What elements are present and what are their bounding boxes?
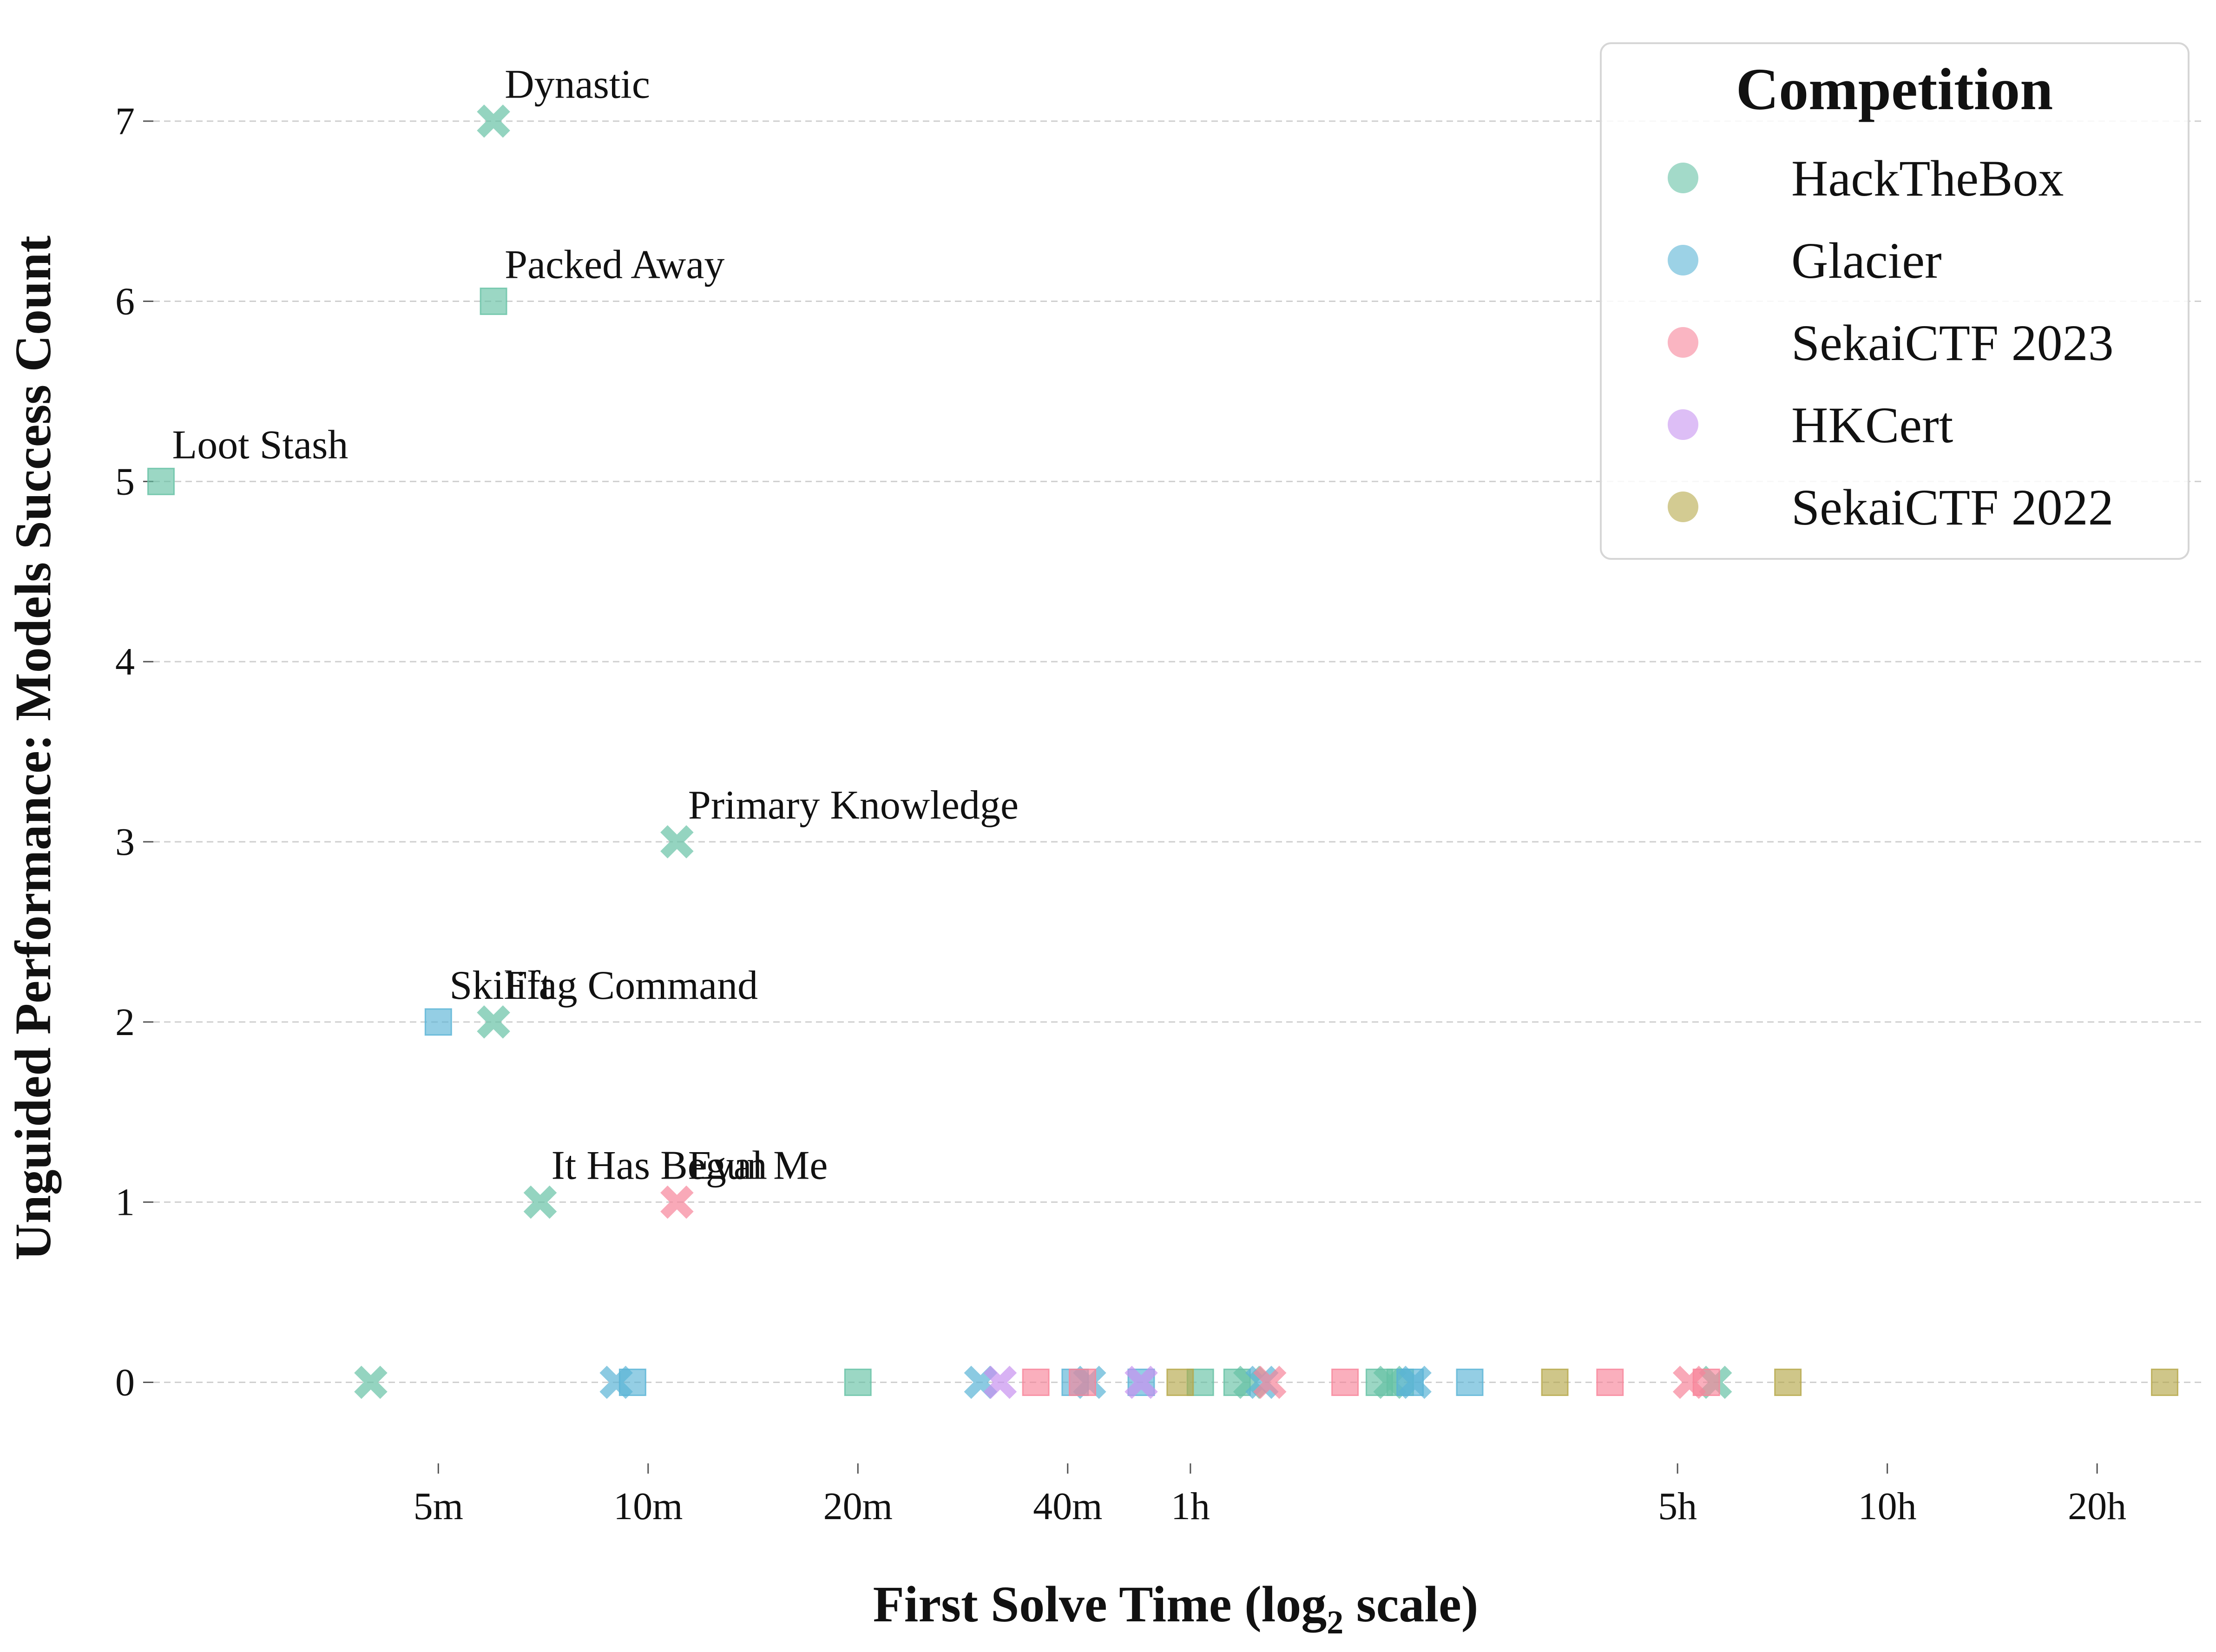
- legend-marker: [1668, 492, 1698, 522]
- data-point-square: [1166, 1368, 1194, 1396]
- data-point-square: [480, 288, 507, 315]
- x-tick-label: 20m: [823, 1485, 893, 1528]
- x-tick-label: 5h: [1658, 1485, 1697, 1528]
- data-point-square: [2150, 1368, 2178, 1396]
- data-point-x: [1124, 1365, 1158, 1399]
- data-point-x: [1253, 1365, 1287, 1399]
- data-point-x: [1245, 1365, 1279, 1399]
- data-point-label: Loot Stash: [172, 422, 348, 467]
- y-tick-label: 6: [115, 280, 135, 323]
- y-tick-label: 7: [115, 100, 135, 143]
- legend-label: SekaiCTF 2023: [1791, 315, 2114, 371]
- data-point-square: [1692, 1368, 1720, 1396]
- x-axis-title: First Solve Time (log2 scale): [873, 1576, 1479, 1641]
- legend-entries: HackTheBox Glacier SekaiCTF 2023 HKCert Seka…: [1668, 150, 2114, 536]
- y-tick-label: 1: [115, 1181, 135, 1224]
- data-point-x: [660, 1185, 694, 1219]
- data-point-square: [618, 1368, 646, 1396]
- legend-label: HKCert: [1791, 397, 1953, 453]
- data-point-square: [1022, 1368, 1050, 1396]
- data-point-square: [1774, 1368, 1802, 1396]
- y-axis-title: Unguided Performance: Models Success Cou…: [5, 236, 61, 1260]
- legend-marker: [1668, 327, 1698, 358]
- data-point-square: [1541, 1368, 1569, 1396]
- data-point-x: [477, 1005, 510, 1039]
- data-point-x: [523, 1185, 557, 1219]
- x-axis-ticks: 5m 10m 20m 40m 1h 5h 10h 20h: [414, 1463, 2126, 1528]
- data-point-x: [983, 1365, 1017, 1399]
- legend-label: SekaiCTF 2022: [1791, 479, 2114, 536]
- y-tick-label: 0: [115, 1361, 135, 1404]
- legend-label: HackTheBox: [1791, 150, 2064, 207]
- y-tick-label: 2: [115, 1001, 135, 1044]
- legend-frame: [1600, 42, 2190, 560]
- x-tick-label: 5m: [414, 1485, 463, 1528]
- data-point-label: Flag Command: [505, 963, 758, 1008]
- x-tick-label: 10m: [613, 1485, 683, 1528]
- y-tick-label: 5: [115, 460, 135, 503]
- data-point-label: Packed Away: [505, 243, 724, 288]
- data-point-x: [477, 104, 510, 138]
- data-point-x: [660, 825, 694, 859]
- data-point-square: [424, 1008, 452, 1036]
- y-tick-label: 4: [115, 640, 135, 683]
- data-point-square: [147, 467, 175, 495]
- legend-marker: [1668, 163, 1698, 193]
- legend-marker: [1668, 245, 1698, 275]
- x-tick-label: 20h: [2068, 1485, 2126, 1528]
- y-tick-label: 3: [115, 820, 135, 864]
- y-axis-ticks: 0 1 2 3 4 5 6 7: [115, 100, 153, 1404]
- data-point-x: [354, 1365, 388, 1399]
- data-point-label: Skilift: [449, 963, 552, 1008]
- data-point-square: [1596, 1368, 1624, 1396]
- data-point-square: [1456, 1368, 1484, 1396]
- data-point-square: [1331, 1368, 1359, 1396]
- data-point-square: [844, 1368, 872, 1396]
- legend: Competition HackTheBox Glacier SekaiCTF 20…: [1600, 42, 2190, 560]
- data-point-label: Dynastic: [505, 62, 650, 107]
- legend-label: Glacier: [1791, 232, 1942, 289]
- point-labels: Dynastic Packed Away Loot Stash Primary Kno…: [172, 62, 1019, 1188]
- legend-title: Competition: [1736, 56, 2053, 122]
- data-point-square: [1069, 1368, 1097, 1396]
- data-point-label: It Has Begun: [551, 1143, 767, 1188]
- x-tick-label: 1h: [1171, 1485, 1210, 1528]
- x-tick-label: 40m: [1033, 1485, 1102, 1528]
- x-tick-label: 10h: [1858, 1485, 1917, 1528]
- data-point-label: Primary Knowledge: [688, 783, 1019, 828]
- data-point-x: [1398, 1365, 1432, 1399]
- data-point-label: Eval Me: [688, 1143, 828, 1188]
- data-points: [147, 104, 2178, 1399]
- legend-marker: [1668, 409, 1698, 440]
